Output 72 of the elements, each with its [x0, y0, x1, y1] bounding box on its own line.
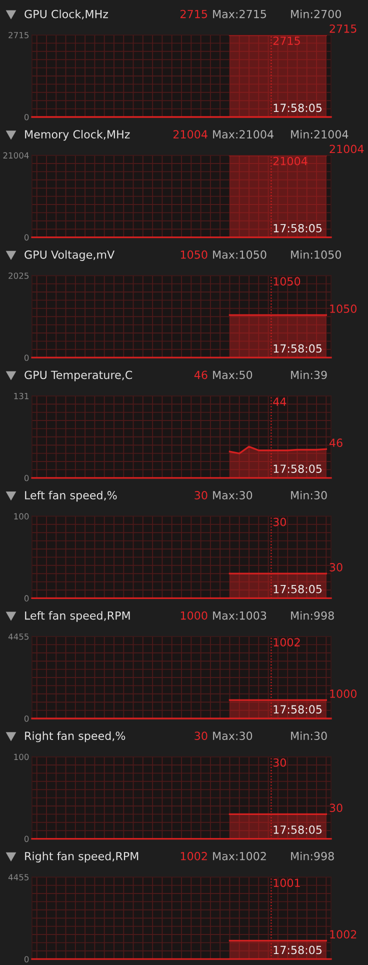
y-tick-label: 131: [14, 392, 28, 400]
y-tick-label: 2025: [8, 272, 28, 279]
annotation: 17:58:05: [274, 946, 322, 954]
annotation: 1000: [330, 690, 356, 698]
y-tick-label: 0: [24, 836, 29, 842]
text: 21004: [330, 144, 364, 154]
chart-subtitle: Max:50: [213, 370, 252, 380]
annotation: 1050: [330, 304, 356, 313]
chart-title: Right fan speed,RPM: [25, 852, 138, 862]
y-tick-label: 2715: [8, 32, 28, 38]
chart-title: Left fan speed,%: [25, 490, 117, 502]
annotation: 17:58:05: [274, 825, 322, 834]
annotation: 21004: [273, 156, 308, 166]
y-tick-label: 0: [24, 956, 29, 962]
annotation: 1050: [274, 277, 300, 286]
text: 21004: [173, 130, 208, 139]
chart-subtitle: Max:2715: [213, 10, 266, 18]
y-tick-label: 0: [24, 474, 29, 482]
y-tick-label: 0: [24, 114, 29, 120]
y-tick-label: 4455: [8, 634, 28, 640]
chart-subtitle: Max:1003: [213, 611, 266, 620]
y-tick-label: 0: [24, 595, 29, 602]
chart-subtitle: Max:30: [213, 491, 252, 500]
chart-subtitle: Max:30: [213, 732, 252, 740]
annotation: 2715: [273, 36, 300, 45]
annotation: 17:58:05: [274, 344, 322, 353]
chart-subtitle: Max:1050: [213, 250, 266, 259]
text: Min:1050: [291, 250, 341, 259]
annotation: 1001: [274, 878, 300, 888]
chart-title: GPU Voltage,mV: [24, 250, 115, 261]
annotation: 30: [273, 518, 286, 526]
y-tick-label: 0: [24, 715, 29, 722]
chart-title: GPU Clock,MHz: [24, 10, 108, 20]
annotation: 1002: [330, 930, 356, 939]
y-tick-label: 0: [24, 234, 29, 241]
text: 2715: [180, 10, 208, 18]
annotation: 30: [273, 758, 286, 767]
text: Min:30: [291, 490, 327, 500]
annotation: 17:58:05: [274, 224, 322, 232]
text: Min:30: [291, 731, 327, 740]
y-tick-label: 4455: [8, 874, 28, 880]
y-tick-label: 0: [24, 354, 29, 361]
text: Min:2700: [291, 10, 341, 18]
text: 1000: [180, 611, 208, 620]
y-tick-label: 100: [14, 513, 29, 520]
text: Min:39: [291, 370, 327, 380]
annotation: 30: [330, 563, 342, 572]
text: Min:998: [291, 611, 334, 620]
annotation: 30: [330, 804, 342, 812]
text: Min:998: [291, 852, 334, 860]
y-tick-label: 21004: [3, 152, 29, 159]
text: 1002: [180, 852, 207, 860]
annotation: 17:58:05: [274, 464, 322, 473]
chart-title: Memory Clock,MHz: [25, 130, 130, 141]
chart-title: GPU Temperature,C: [24, 370, 132, 382]
annotation: 46: [330, 438, 342, 447]
chart-subtitle: Max:1002: [213, 852, 266, 860]
annotation: 17:58:05: [274, 104, 322, 112]
text: 46: [194, 370, 208, 380]
text: Min:21004: [291, 130, 348, 139]
text: 1050: [180, 250, 208, 259]
annotation: 17:58:05: [274, 705, 322, 714]
annotation: 1002: [274, 638, 300, 646]
annotation: 17:58:05: [274, 584, 322, 594]
chart-title: Right fan speed,%: [25, 731, 126, 742]
text: 30: [194, 732, 208, 740]
chart-subtitle: Max:21004: [213, 130, 274, 139]
text: 2715: [330, 24, 356, 33]
annotation: 44: [273, 398, 286, 406]
y-tick-label: 100: [14, 754, 29, 760]
text: 30: [194, 491, 208, 500]
chart-title: Left fan speed,RPM: [25, 611, 130, 622]
